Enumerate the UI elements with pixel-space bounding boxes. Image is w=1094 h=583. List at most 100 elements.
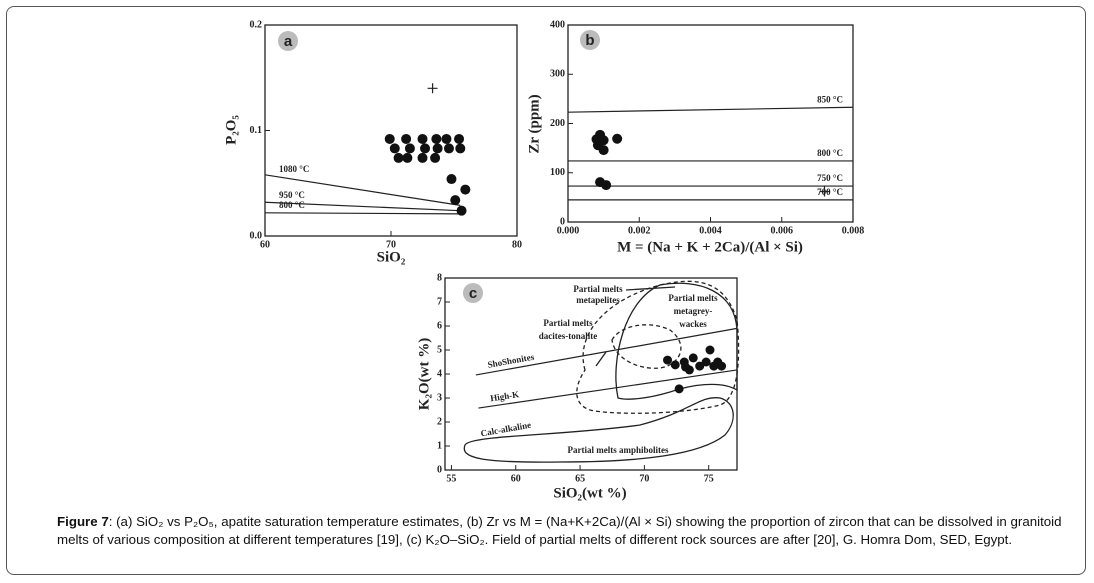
y-tick-label: 6 (437, 320, 442, 331)
y-tick-label: 7 (437, 296, 442, 307)
reference-line-label: 800 °C (279, 200, 305, 210)
data-point (454, 133, 465, 144)
panel-badge (580, 30, 600, 50)
data-point (401, 133, 412, 144)
data-point (598, 145, 609, 156)
panel-label: b (585, 32, 594, 49)
plus-marker (427, 83, 438, 94)
y-tick-label: 0 (560, 216, 565, 227)
y-tick-label: 2 (437, 416, 442, 427)
data-point (393, 152, 404, 163)
metapelite-field (576, 280, 740, 414)
reference-line (264, 212, 461, 215)
data-point (663, 355, 673, 365)
x-tick-label: 60 (511, 473, 521, 484)
panel-label: a (284, 33, 293, 50)
y-tick-label: 4 (437, 368, 442, 379)
x-tick-label: 0.004 (699, 225, 722, 236)
amphibolite-field (463, 397, 734, 463)
caption-label: Figure 7 (57, 514, 109, 529)
y-axis-label: Zr (ppm) (526, 94, 542, 153)
plot-frame (567, 24, 854, 223)
reference-line (264, 201, 461, 212)
field-label: Partial melts (573, 284, 623, 294)
field-label: Partial melts (668, 293, 718, 303)
dacite-field (611, 324, 682, 369)
data-point (432, 143, 443, 154)
data-point (695, 361, 705, 371)
y-tick-label: 3 (437, 392, 442, 403)
data-point (443, 143, 454, 154)
field-label: dacites-tonalite (539, 331, 598, 341)
data-point (456, 205, 467, 216)
x-tick-label: 70 (639, 473, 649, 484)
plus-marker (819, 186, 830, 197)
x-tick-label: 75 (704, 473, 714, 484)
field-label: Partial melts (543, 318, 593, 328)
panel-label: c (469, 285, 477, 302)
reference-line-label: 750 °C (817, 173, 843, 183)
panel-badge (463, 283, 483, 303)
field-label: metapelites (576, 295, 620, 305)
y-tick-label: 0 (437, 464, 442, 475)
y-tick-label: 200 (550, 118, 565, 129)
data-point (612, 133, 623, 144)
x-tick-label: 0.002 (628, 225, 651, 236)
y-tick-label: 300 (550, 69, 565, 80)
x-tick-label: 0.006 (771, 225, 794, 236)
data-point (674, 384, 684, 394)
x-tick-label: 80 (512, 239, 522, 250)
reference-line-label: 850 °C (817, 94, 843, 104)
data-point (404, 143, 415, 154)
y-axis-label: P₂O₅ (223, 115, 239, 145)
y-tick-label: 0.2 (250, 19, 263, 30)
data-point (450, 195, 461, 206)
reference-line (264, 174, 461, 206)
reference-line (567, 106, 854, 113)
reference-line-label: ShoShonites (487, 352, 536, 370)
y-tick-label: 8 (437, 272, 442, 283)
figure-frame (6, 6, 1086, 575)
caption-text: : (a) SiO₂ vs P₂O₅, apatite saturation t… (57, 514, 1062, 547)
y-tick-label: 0.0 (250, 230, 263, 241)
data-point (601, 180, 612, 191)
data-point (670, 360, 680, 370)
reference-line-label: 700 °C (817, 187, 843, 197)
reference-line-label: 950 °C (279, 190, 305, 200)
caption: Figure 7: (a) SiO₂ vs P₂O₅, apatite satu… (57, 513, 1067, 549)
data-point (701, 357, 711, 367)
data-point (431, 133, 442, 144)
pointer-line (595, 351, 607, 367)
x-tick-label: 0.000 (557, 225, 580, 236)
metagreywacke-field (615, 282, 738, 400)
x-tick-label: 55 (446, 473, 456, 484)
data-point (402, 152, 413, 163)
data-point (681, 362, 691, 372)
data-point (441, 133, 452, 144)
field-outlines (463, 280, 740, 463)
panel-badge (278, 31, 298, 51)
data-point (717, 361, 727, 371)
data-point (417, 133, 428, 144)
x-tick-label: 65 (575, 473, 585, 484)
y-tick-label: 0.1 (250, 125, 263, 136)
data-point (417, 152, 428, 163)
data-point (455, 143, 466, 154)
y-tick-label: 100 (550, 167, 565, 178)
data-point (430, 152, 441, 163)
x-axis-label: SiO₂ (377, 249, 406, 265)
reference-line (478, 369, 738, 409)
reference-line (475, 327, 738, 376)
data-point (591, 134, 602, 145)
data-point (460, 184, 471, 195)
x-tick-label: 60 (260, 239, 270, 250)
x-axis-label: M = (Na + K + 2Ca)/(Al × Si) (617, 239, 803, 255)
data-point (705, 345, 715, 355)
data-point (688, 353, 698, 363)
y-tick-label: 400 (550, 19, 565, 30)
data-point (384, 133, 395, 144)
field-label: Partial melts amphibolites (568, 445, 669, 455)
field-label: metagrey- (674, 306, 713, 316)
pointer-line (625, 286, 676, 291)
